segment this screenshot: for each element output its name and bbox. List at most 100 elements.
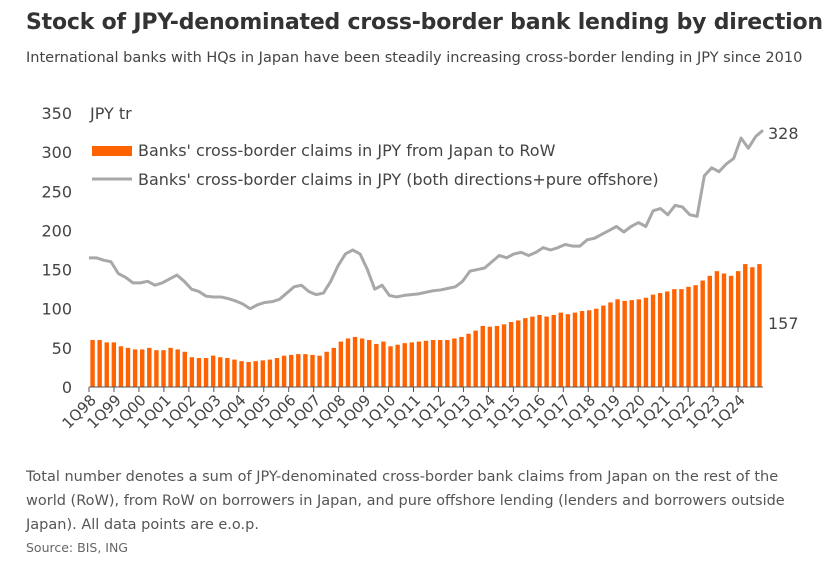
y-tick-label: 350 [41,104,72,123]
bar [750,267,755,387]
line-series [89,129,764,311]
bar [125,347,131,387]
bar [147,347,152,387]
line-end-label: 328 [768,124,799,143]
bar [225,358,230,387]
bar [707,275,712,387]
bar [189,357,195,387]
bar [168,347,173,387]
chart-subtitle: International banks with HQs in Japan ha… [26,50,803,66]
bar [104,342,109,387]
bar [516,320,521,387]
legend: Banks' cross-border claims in JPY from J… [92,141,659,189]
bar [501,324,507,387]
chart-title: Stock of JPY-denominated cross-border ba… [26,10,823,35]
bar [303,354,308,387]
bar [494,325,500,387]
bar [140,349,145,387]
bar [480,325,485,387]
bar [537,314,542,387]
bar [281,355,287,387]
bar [721,273,727,387]
bar [345,338,351,387]
bar [679,289,684,387]
bar [565,314,571,387]
bar [317,355,322,387]
bar [437,340,443,387]
bar [97,340,102,387]
bar [260,360,266,387]
bar [700,280,705,387]
bar [402,343,407,387]
y-tick-label: 0 [62,378,72,397]
bar [423,340,429,387]
bar [430,340,436,387]
bar [466,333,471,387]
x-axis: 1Q981Q991Q001Q011Q021Q031Q041Q051Q061Q07… [59,387,749,432]
bar [218,357,223,387]
bar [452,338,457,387]
bar [253,361,258,387]
bar [154,350,159,387]
bar [665,291,670,387]
bar [622,300,627,387]
bar [175,349,180,387]
bar [310,354,315,387]
bar [246,361,251,387]
y-tick-label: 250 [41,182,72,201]
bar [714,271,720,387]
bar [608,302,613,387]
bar [643,297,649,387]
bar [551,314,556,387]
footnote: Total number denotes a sum of JPY-denomi… [26,469,785,533]
bar [530,316,535,387]
bar [196,358,202,387]
bar [232,359,237,387]
bar [416,341,422,387]
bar [615,299,620,387]
bar [735,271,741,387]
bar [338,341,344,387]
bar [686,286,691,387]
bar [487,326,493,387]
bar [629,300,634,387]
bar [459,336,464,387]
bar [210,355,216,387]
bar [523,318,528,387]
bar [388,346,393,387]
bar [473,330,478,387]
bar [239,361,244,387]
bar [132,349,138,387]
bar [296,354,301,387]
bar [90,340,95,387]
bar [374,343,379,387]
bar [508,322,514,387]
bar [558,312,563,387]
source: Source: BIS, ING [26,540,128,555]
y-tick-label: 50 [52,339,72,358]
bar [203,358,209,387]
y-tick-label: 100 [41,300,72,319]
bar [367,340,372,387]
bar [757,264,762,387]
bar [693,285,698,387]
bar [409,342,415,387]
bar [274,358,280,387]
bar [289,354,294,387]
bar [381,341,386,387]
bar [594,308,599,387]
bar-series [90,264,762,387]
bar [324,351,329,387]
bar [657,293,663,387]
bar [579,311,585,387]
chart-plot: 0 50 100 150 200 250 300 350 JPY tr 1Q981Q991Q0… [41,104,799,432]
y-tick-label: 300 [41,143,72,162]
bar [728,275,734,387]
bar [445,340,450,387]
bar [118,346,124,387]
y-tick-label: 200 [41,221,72,240]
bar [161,350,166,387]
bar [395,344,400,387]
bar [672,289,677,387]
